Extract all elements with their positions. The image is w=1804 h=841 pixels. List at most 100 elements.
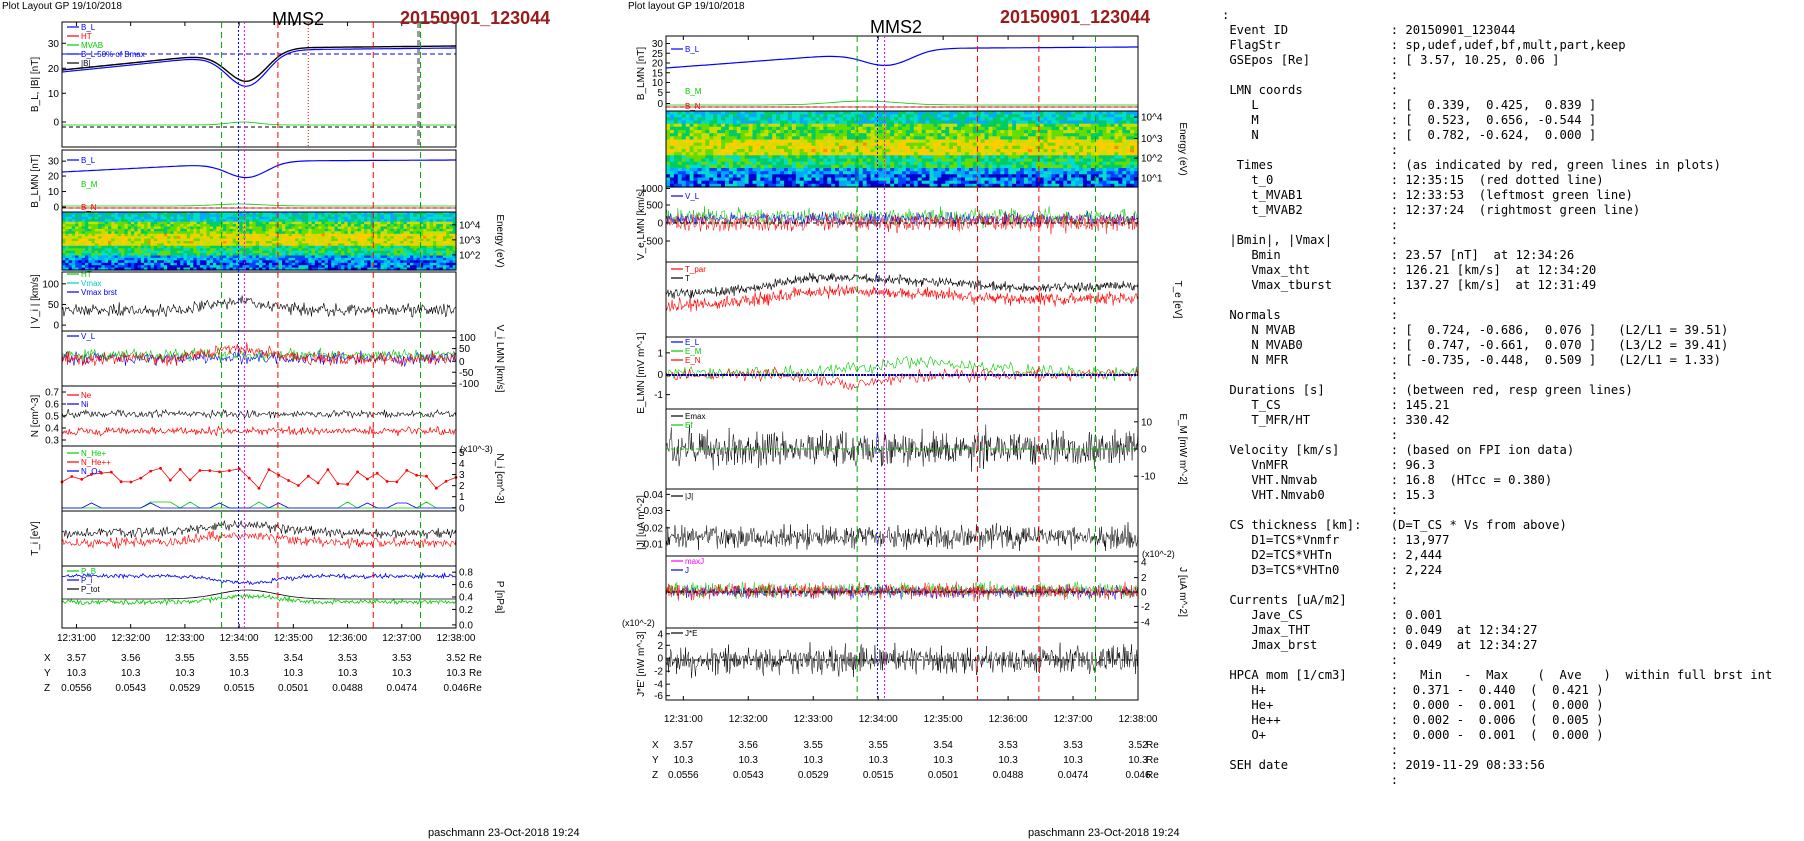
position-value: 0.0529 — [170, 683, 201, 694]
spectrogram-cell — [101, 228, 106, 232]
spectrogram-cell — [199, 250, 204, 254]
spectrogram-cell — [275, 221, 280, 225]
spectrogram-cell — [140, 233, 145, 237]
spectrogram-cell — [858, 117, 864, 122]
spectrogram-cell — [108, 219, 112, 223]
spectrogram-cell — [88, 224, 93, 228]
spectrogram-cell — [815, 139, 820, 144]
spectrogram-cell — [275, 226, 280, 230]
spectrogram-cell — [416, 236, 421, 240]
spectrogram-cell — [1031, 136, 1037, 141]
spectrogram-cell — [905, 152, 911, 156]
spectrogram-cell — [1039, 114, 1045, 118]
spectrogram-cell — [972, 130, 978, 134]
spectrogram-cell — [921, 114, 927, 118]
spectrogram-cell — [681, 114, 687, 118]
spectrogram-cell — [186, 243, 191, 247]
spectrogram-cell — [1023, 136, 1029, 141]
spectrogram-cell — [252, 265, 257, 269]
spectrogram-cell — [413, 216, 418, 220]
spectrogram-cell — [278, 233, 283, 237]
spectrogram-cell — [446, 250, 450, 254]
spectrogram-cell — [98, 250, 102, 254]
spectrogram-cell — [740, 120, 746, 125]
spectrogram-cell — [827, 114, 832, 118]
spectrogram-cell — [291, 265, 296, 269]
spectrogram-cell — [288, 262, 293, 266]
spectrogram-cell — [337, 238, 342, 242]
spectrogram-cell — [393, 241, 398, 244]
spectrogram-cell — [961, 120, 966, 125]
spectrogram-cell — [213, 253, 217, 257]
spectrogram-cell — [255, 231, 260, 235]
spectrogram-cell — [410, 233, 414, 237]
spectrogram-cell — [693, 126, 698, 131]
spectrogram-cell — [866, 142, 872, 147]
spectrogram-cell — [216, 238, 221, 242]
spectrogram-cell — [209, 260, 214, 264]
spectrogram-cell — [354, 241, 359, 244]
spectrogram-cell — [153, 238, 158, 242]
spectrogram-cell — [163, 233, 168, 237]
spectrogram-cell — [717, 155, 722, 160]
spectrogram-cell — [416, 243, 421, 247]
spectrogram-cell — [1000, 117, 1005, 122]
spectrogram-cell — [341, 245, 345, 249]
spectrogram-cell — [311, 231, 316, 235]
spectrogram-cell — [147, 231, 152, 235]
spectrogram-cell — [390, 231, 395, 235]
spectrogram-cell — [98, 228, 102, 232]
spectrogram-cell — [449, 231, 454, 235]
spectrogram-cell — [1023, 133, 1029, 137]
spectrogram-cell — [992, 152, 997, 156]
spectrogram-cell — [972, 133, 978, 137]
spectrogram-cell — [278, 250, 283, 254]
spectrogram-cell — [282, 257, 286, 261]
spectrogram-cell — [65, 245, 70, 249]
spectrogram-cell — [992, 117, 997, 122]
spectrogram-cell — [337, 253, 342, 257]
spectrogram-cell — [1035, 126, 1041, 131]
spectrogram-cell — [968, 123, 974, 128]
spectrogram-cell — [196, 224, 201, 228]
spectrogram-cell — [373, 255, 378, 259]
spectrogram-cell — [1059, 133, 1064, 137]
spectrogram-cell — [921, 123, 927, 128]
spectrogram-cell — [791, 123, 797, 128]
spectrogram-cell — [360, 267, 365, 271]
spectrogram-cell — [216, 245, 221, 249]
spectrogram-cell — [740, 152, 746, 156]
spectrogram-cell — [308, 231, 313, 235]
spectrogram-cell — [114, 226, 119, 230]
spectrogram-cell — [433, 231, 437, 235]
spectrogram-cell — [1071, 152, 1076, 156]
spectrogram-cell — [752, 142, 757, 147]
spectrogram-cell — [288, 214, 293, 218]
spectrogram-cell — [108, 236, 112, 240]
spectrogram-cell — [370, 260, 375, 264]
spectrogram-cell — [449, 233, 454, 237]
spectrogram-cell — [291, 262, 296, 266]
spectrogram-cell — [1079, 111, 1084, 115]
spectrogram-cell — [996, 126, 1001, 131]
spectrogram-cell — [1047, 152, 1052, 156]
spectrogram-cell — [902, 149, 907, 153]
spectrogram-cell — [75, 267, 79, 271]
spectrogram-cell — [685, 145, 691, 150]
spectrogram-cell — [331, 233, 336, 237]
spectrogram-cell — [1094, 133, 1100, 137]
spectrogram-cell — [71, 219, 76, 223]
spectrogram-cell — [968, 114, 974, 118]
y-tick-label: 2 — [459, 481, 465, 492]
spectrogram-cell — [104, 238, 109, 242]
spectrogram-cell — [239, 226, 244, 230]
spectrogram-cell — [1047, 111, 1052, 115]
spectrogram-cell — [1067, 139, 1072, 144]
spectrogram-cell — [905, 130, 911, 134]
spectrogram-cell — [442, 267, 447, 271]
spectrogram-cell — [1086, 155, 1092, 160]
spectrogram-cell — [1020, 114, 1025, 118]
spectrogram-cell — [167, 219, 171, 223]
spectrogram-cell — [206, 233, 211, 237]
spectrogram-cell — [157, 241, 162, 244]
